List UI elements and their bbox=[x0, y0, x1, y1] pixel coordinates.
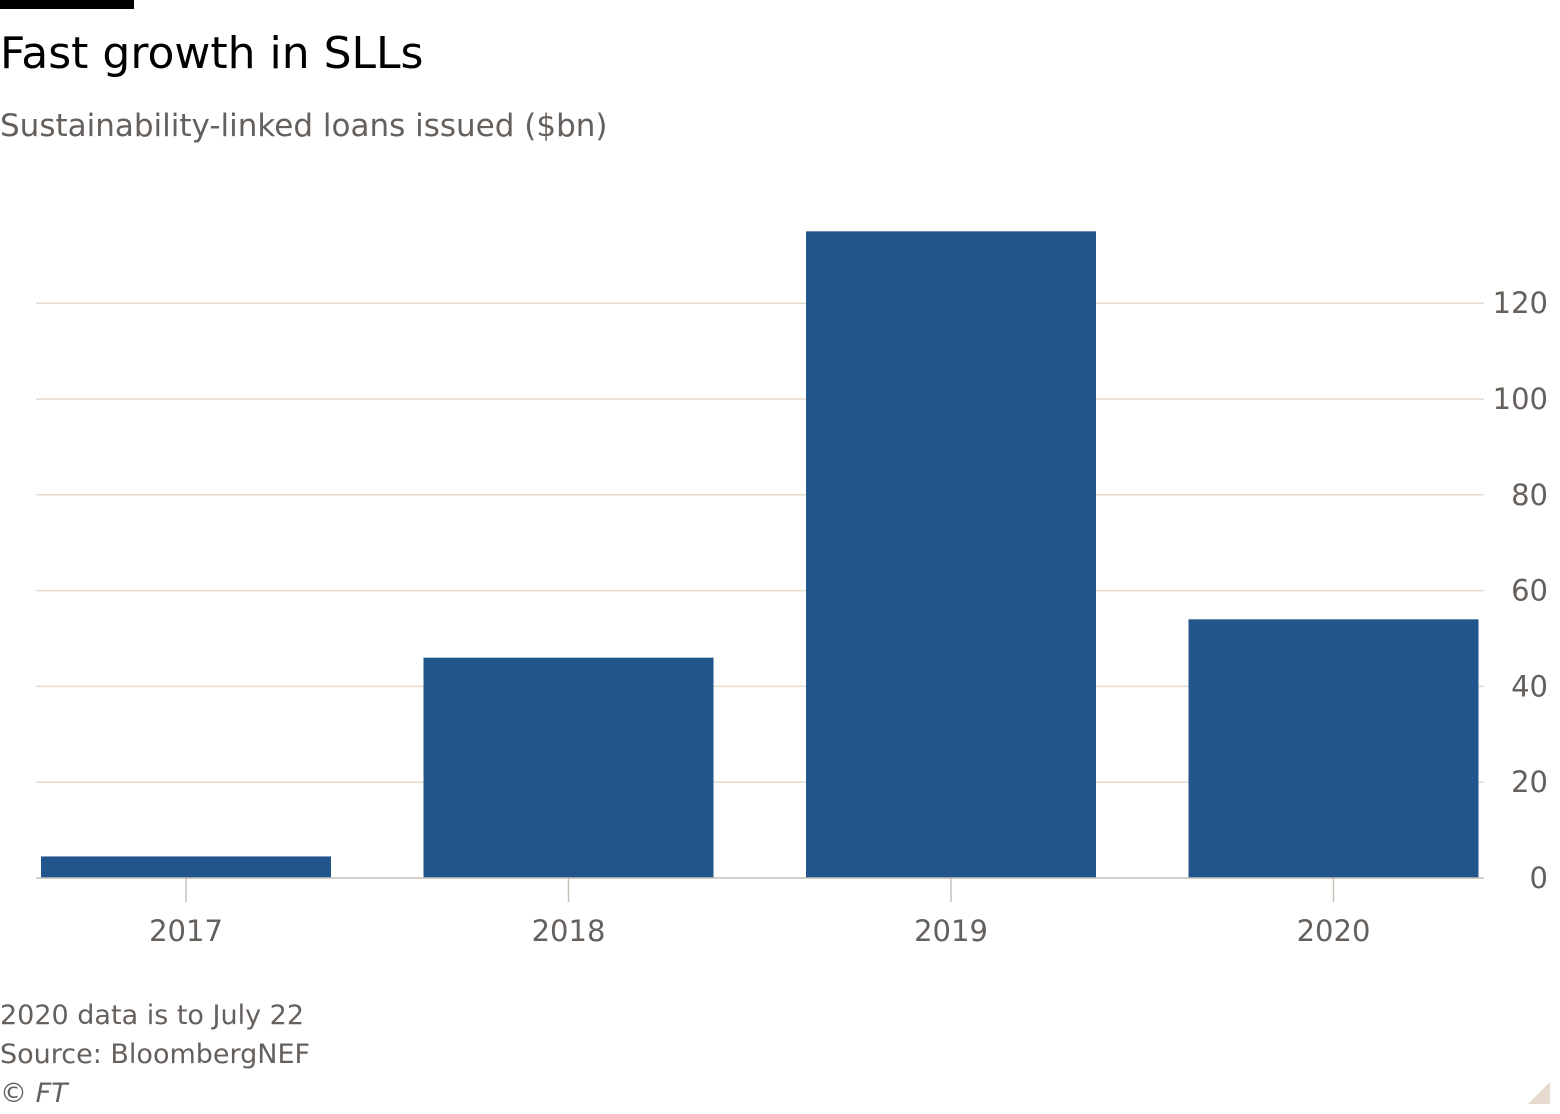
copyright-note: © FT bbox=[0, 1078, 68, 1109]
x-tick-label: 2020 bbox=[1297, 914, 1371, 948]
y-tick-label: 0 bbox=[1530, 861, 1548, 895]
y-tick-label: 100 bbox=[1493, 382, 1548, 416]
y-tick-label: 40 bbox=[1511, 669, 1548, 703]
x-tick-label: 2018 bbox=[532, 914, 606, 948]
chart-notes: 2020 data is to July 22 Source: Bloomber… bbox=[0, 996, 310, 1113]
y-tick-label: 120 bbox=[1493, 286, 1548, 320]
bar-2018 bbox=[423, 657, 714, 878]
y-tick-label: 80 bbox=[1511, 478, 1548, 512]
x-tick-label: 2019 bbox=[914, 914, 988, 948]
bar-2017 bbox=[41, 856, 331, 878]
bar-2019 bbox=[806, 231, 1096, 879]
y-tick-label: 20 bbox=[1511, 765, 1548, 799]
y-tick-label: 60 bbox=[1511, 574, 1548, 608]
brand-accent-bar bbox=[0, 0, 134, 9]
bar-2020 bbox=[1188, 619, 1479, 878]
source-note: Source: BloombergNEF bbox=[0, 1039, 311, 1070]
chart-subtitle: Sustainability-linked loans issued ($bn) bbox=[0, 108, 608, 144]
chart-title: Fast growth in SLLs bbox=[0, 28, 424, 79]
x-tick-label: 2017 bbox=[149, 914, 223, 948]
data-note: 2020 data is to July 22 bbox=[0, 1000, 305, 1031]
corner-resize-icon bbox=[1528, 1082, 1550, 1104]
